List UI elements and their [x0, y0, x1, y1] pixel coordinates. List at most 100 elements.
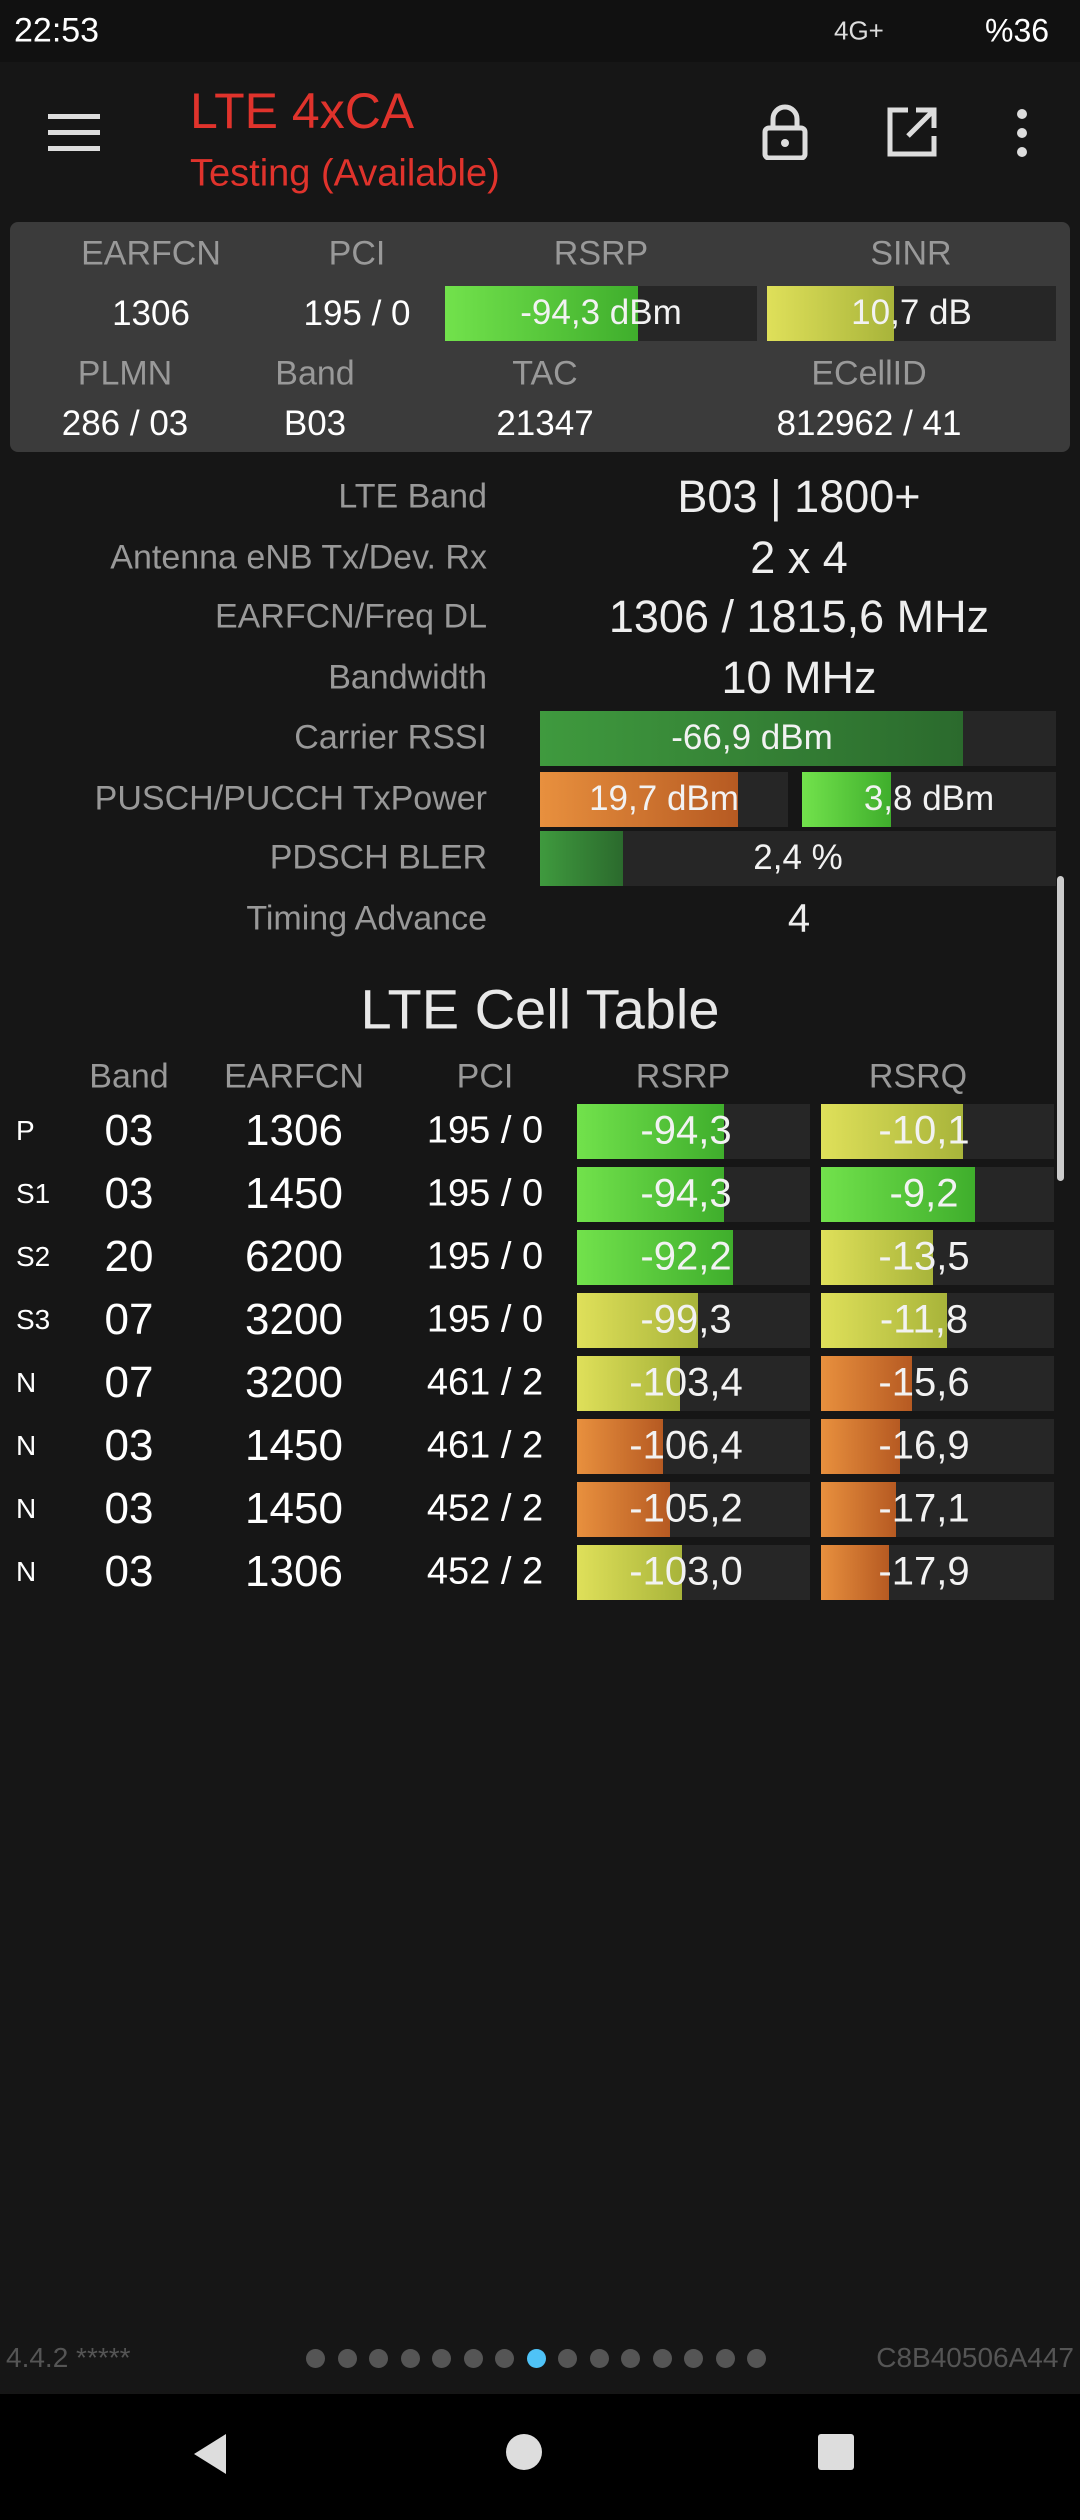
rsrp-value: -94,3 — [640, 1108, 732, 1153]
home-button[interactable] — [504, 2432, 544, 2472]
back-button[interactable] — [190, 2432, 230, 2476]
status-bar: 22:53 4G+ %36 — [0, 0, 1080, 62]
page-dot — [369, 2349, 388, 2368]
recents-button[interactable] — [816, 2432, 856, 2472]
cell-value: 1450 — [245, 1484, 343, 1533]
rsrq-fill — [821, 1166, 975, 1222]
detail-label: Bandwidth — [328, 658, 487, 697]
cell-value: 461 / 2 — [426, 1361, 544, 1404]
rsrp-fill — [577, 1481, 671, 1537]
rsrq-value: -10,1 — [878, 1108, 970, 1153]
row-tag: N — [16, 1493, 37, 1524]
rsrp-value: -92,2 — [640, 1234, 732, 1279]
cell-value: 195 / 0 — [426, 1235, 544, 1278]
summary-label: TAC — [512, 354, 578, 393]
cell-value: 03 — [104, 1169, 154, 1218]
summary-value: 21347 — [496, 404, 594, 443]
cell-value: 03 — [104, 1547, 154, 1596]
rsrq-track — [821, 1103, 1054, 1159]
cell-value: 6200 — [245, 1232, 343, 1281]
pdsch-bler-fill — [540, 830, 623, 886]
rsrp-track — [577, 1229, 810, 1285]
page-dot — [621, 2349, 640, 2368]
rsrq-value: -11,8 — [879, 1297, 969, 1342]
rsrp-fill — [577, 1418, 664, 1474]
share-button[interactable] — [886, 106, 938, 158]
detail-label: EARFCN/Freq DL — [214, 597, 487, 636]
app-title: LTE 4xCA — [190, 83, 415, 139]
cell-value: 03 — [104, 1421, 154, 1470]
rsrp-track — [577, 1481, 810, 1537]
pucch-power-track — [802, 771, 1056, 827]
lock-button[interactable] — [762, 104, 808, 160]
summary-value: 195 / 0 — [303, 294, 411, 333]
cell-value: 3200 — [245, 1295, 343, 1344]
summary-value: B03 — [283, 404, 347, 443]
rsrp-track — [577, 1418, 810, 1474]
rsrq-fill — [821, 1292, 947, 1348]
summary-label: EARFCN — [81, 234, 221, 273]
page-dot — [652, 2349, 672, 2368]
cell-value: 1306 — [245, 1106, 343, 1155]
rsrq-fill — [821, 1355, 912, 1411]
detail-label: PUSCH/PUCCH TxPower — [94, 779, 487, 818]
summary-rsrp-track — [445, 285, 757, 341]
device-id: C8B40506A447 — [876, 2342, 1074, 2373]
rsrp-track — [577, 1103, 810, 1159]
cell-value: 452 / 2 — [426, 1487, 544, 1530]
column-header: RSRQ — [868, 1057, 968, 1096]
detail-value: B03 | 1800+ — [677, 471, 921, 522]
cell-value: 1450 — [245, 1421, 343, 1470]
rsrp-fill — [577, 1544, 682, 1600]
page-dot — [495, 2349, 514, 2368]
detail-value: 4 — [787, 896, 811, 941]
pdsch-bler-track — [540, 830, 1056, 886]
summary-label: RSRP — [553, 234, 649, 273]
detail-label: LTE Band — [338, 477, 487, 516]
rsrq-value: -15,6 — [878, 1360, 970, 1405]
rsrq-value: -9,2 — [889, 1171, 959, 1216]
column-header: Band — [89, 1057, 169, 1096]
summary-value: 1306 — [112, 294, 190, 333]
rsrp-fill — [577, 1229, 734, 1285]
rsrq-value: -17,9 — [878, 1549, 970, 1594]
row-tag: N — [16, 1430, 37, 1461]
row-tag: N — [16, 1367, 37, 1398]
carrier-rssi-track — [540, 710, 1056, 766]
page-dot — [684, 2349, 703, 2368]
pucch-power-value: 3,8 dBm — [863, 779, 995, 818]
page-dot — [747, 2349, 766, 2368]
pusch-power-value: 19,7 dBm — [589, 779, 739, 818]
cell-value: 461 / 2 — [426, 1424, 544, 1467]
rsrp-fill — [577, 1292, 699, 1348]
menu-button[interactable] — [48, 112, 100, 152]
pusch-power-fill — [540, 771, 739, 827]
rsrq-track — [821, 1166, 1054, 1222]
summary-label: PLMN — [77, 354, 173, 393]
page-dot — [306, 2349, 325, 2368]
rsrq-track — [821, 1355, 1054, 1411]
network-type: 4G+ — [834, 15, 884, 46]
rsrq-fill — [821, 1418, 901, 1474]
rsrp-value: -106,4 — [629, 1423, 743, 1468]
rsrp-value: -99,3 — [640, 1297, 732, 1342]
page-dot — [558, 2349, 577, 2368]
detail-value: 10 MHz — [721, 652, 877, 703]
rsrq-fill — [821, 1229, 933, 1285]
overflow-menu[interactable] — [1014, 108, 1030, 158]
column-header: PCI — [456, 1057, 514, 1096]
app-subtitle: Testing (Available) — [190, 152, 500, 195]
detail-label: Carrier RSSI — [294, 718, 487, 757]
rsrq-value: -17,1 — [878, 1486, 970, 1531]
summary-sinr-fill — [767, 285, 895, 341]
rsrq-fill — [821, 1103, 964, 1159]
summary-label: SINR — [870, 234, 952, 273]
detail-value: 1306 / 1815,6 MHz — [608, 591, 990, 642]
detail-label: PDSCH BLER — [269, 838, 487, 877]
carrier-rssi-value: -66,9 dBm — [671, 718, 833, 757]
cell-value: 3200 — [245, 1358, 343, 1407]
cell-value: 1450 — [245, 1169, 343, 1218]
page-dot — [337, 2349, 357, 2368]
row-tag: N — [16, 1556, 37, 1587]
rsrp-value: -103,0 — [629, 1549, 743, 1594]
